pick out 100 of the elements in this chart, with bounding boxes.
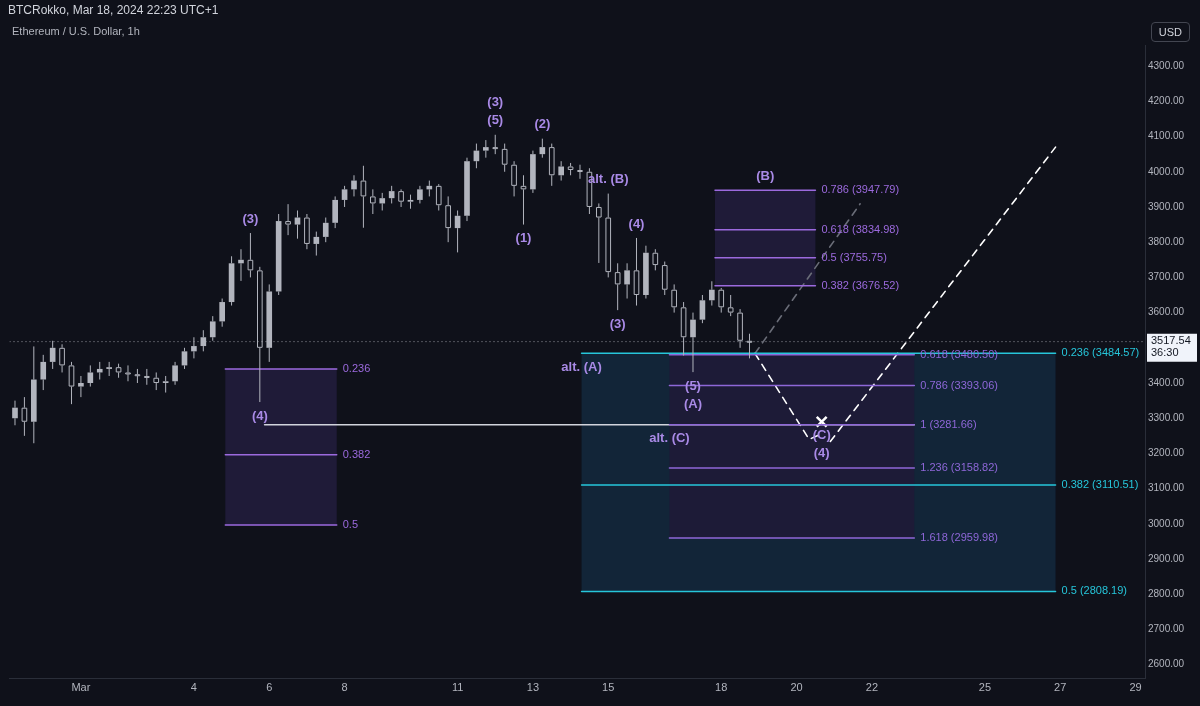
x-tick-label: 29 bbox=[1129, 681, 1142, 694]
series-label: 0.618 (3834.98) bbox=[821, 222, 900, 235]
series-label: 1.618 (2959.98) bbox=[920, 530, 998, 543]
candlestick bbox=[501, 143, 508, 173]
candlestick bbox=[548, 143, 555, 187]
candlestick bbox=[407, 194, 414, 210]
candlestick bbox=[577, 164, 583, 180]
candlestick bbox=[106, 361, 112, 377]
series-label: 1 (3281.66) bbox=[920, 417, 977, 430]
x-tick-label: 20 bbox=[790, 681, 803, 694]
candlestick bbox=[558, 160, 564, 182]
candlestick bbox=[200, 329, 207, 352]
x-tick-label: 15 bbox=[602, 681, 615, 694]
annotation: (3) bbox=[242, 210, 259, 226]
candlestick bbox=[257, 266, 263, 403]
series-label: 0.786 (3947.79) bbox=[821, 183, 900, 196]
chart-subtitle: BTCRokko, Mar 18, 2024 22:23 UTC+1 bbox=[8, 3, 219, 17]
candlestick bbox=[614, 262, 621, 311]
annotation: (2) bbox=[534, 116, 551, 132]
candlestick bbox=[379, 192, 386, 211]
y-tick-label: 3400.00 bbox=[1148, 376, 1185, 388]
y-tick-label: 3600.00 bbox=[1148, 306, 1185, 318]
series-label: 0.5 bbox=[342, 517, 359, 530]
series-label: 0.5 (2808.19) bbox=[1061, 584, 1127, 597]
x-tick-label: 8 bbox=[341, 681, 348, 694]
y-tick-label: 4000.00 bbox=[1148, 165, 1185, 177]
candlestick bbox=[605, 193, 612, 278]
x-tick-label: 22 bbox=[865, 681, 879, 694]
candlestick bbox=[435, 183, 442, 211]
candlestick bbox=[520, 174, 527, 226]
candlestick bbox=[633, 237, 640, 307]
annotation: alt. (C) bbox=[649, 430, 690, 446]
y-tick-label: 3100.00 bbox=[1148, 482, 1185, 494]
candlestick bbox=[718, 287, 725, 314]
candlestick bbox=[78, 375, 84, 398]
candlestick bbox=[445, 195, 451, 243]
candlestick bbox=[492, 134, 499, 155]
annotation: (4) bbox=[628, 215, 645, 231]
annotation: (3) bbox=[609, 315, 626, 331]
candlestick bbox=[125, 364, 131, 382]
y-tick-label: 4100.00 bbox=[1148, 130, 1185, 142]
x-tick-label: 27 bbox=[1054, 681, 1067, 694]
annotation: (1) bbox=[515, 230, 532, 246]
y-tick-label: 2700.00 bbox=[1148, 623, 1185, 635]
series-label: 0.5 (3755.75) bbox=[821, 250, 887, 263]
annotation: (3) bbox=[487, 94, 504, 110]
annotation: (5) bbox=[487, 112, 504, 128]
y-tick-label: 3300.00 bbox=[1148, 411, 1185, 423]
candlestick bbox=[162, 375, 169, 394]
candlestick bbox=[247, 232, 254, 278]
candlestick bbox=[483, 139, 489, 159]
candlestick bbox=[370, 188, 376, 215]
y-tick-label: 2800.00 bbox=[1148, 588, 1185, 600]
candlestick bbox=[87, 364, 94, 388]
chart-title: Ethereum / U.S. Dollar, 1h bbox=[12, 25, 140, 37]
y-tick-label: 2900.00 bbox=[1148, 552, 1185, 564]
candlestick bbox=[746, 333, 753, 359]
y-tick-label: 4300.00 bbox=[1148, 59, 1185, 71]
candlestick bbox=[59, 343, 65, 373]
candlestick bbox=[680, 301, 687, 357]
y-tick-label: 3000.00 bbox=[1148, 517, 1185, 529]
annotation: (A) bbox=[683, 395, 703, 411]
candlestick bbox=[360, 165, 367, 229]
candlestick bbox=[596, 202, 602, 264]
candlestick bbox=[709, 280, 715, 307]
candlestick bbox=[21, 396, 28, 437]
series-label: 0.786 (3393.06) bbox=[920, 378, 998, 391]
y-tick-label: 4200.00 bbox=[1148, 95, 1185, 107]
candlestick bbox=[96, 361, 103, 381]
candlestick bbox=[304, 213, 310, 250]
annotation: alt. (A) bbox=[561, 358, 602, 374]
candlestick bbox=[332, 195, 338, 229]
y-tick-label: 3700.00 bbox=[1148, 271, 1185, 283]
x-tick-label: 11 bbox=[451, 681, 464, 694]
x-tick-label: 4 bbox=[190, 681, 197, 694]
series-label: 1.236 (3158.82) bbox=[920, 460, 998, 473]
x-tick-label: 6 bbox=[266, 681, 273, 694]
candlestick bbox=[671, 283, 677, 314]
series-label: 0.382 (3110.51) bbox=[1061, 477, 1139, 490]
y-axis-title: USD bbox=[1150, 22, 1190, 42]
candlestick bbox=[341, 185, 348, 208]
candlestick bbox=[209, 315, 216, 342]
candlestick bbox=[172, 361, 178, 386]
candlestick bbox=[351, 174, 357, 197]
candlestick bbox=[398, 188, 404, 208]
candlestick bbox=[285, 203, 291, 236]
candlestick bbox=[727, 294, 734, 317]
series-label: 0.236 bbox=[342, 361, 371, 374]
candlestick bbox=[464, 157, 470, 222]
y-tick-label: 3800.00 bbox=[1148, 235, 1185, 247]
candlestick bbox=[144, 368, 150, 386]
y-tick-label: 3900.00 bbox=[1148, 200, 1185, 212]
candlestick bbox=[68, 361, 75, 405]
annotation: (C) bbox=[812, 427, 831, 443]
candlestick bbox=[511, 160, 517, 197]
annotation: (4) bbox=[251, 407, 268, 423]
x-tick-label: Mar bbox=[71, 681, 91, 694]
candlestick bbox=[530, 150, 536, 194]
candlestick bbox=[31, 345, 37, 444]
candlestick bbox=[40, 354, 47, 391]
